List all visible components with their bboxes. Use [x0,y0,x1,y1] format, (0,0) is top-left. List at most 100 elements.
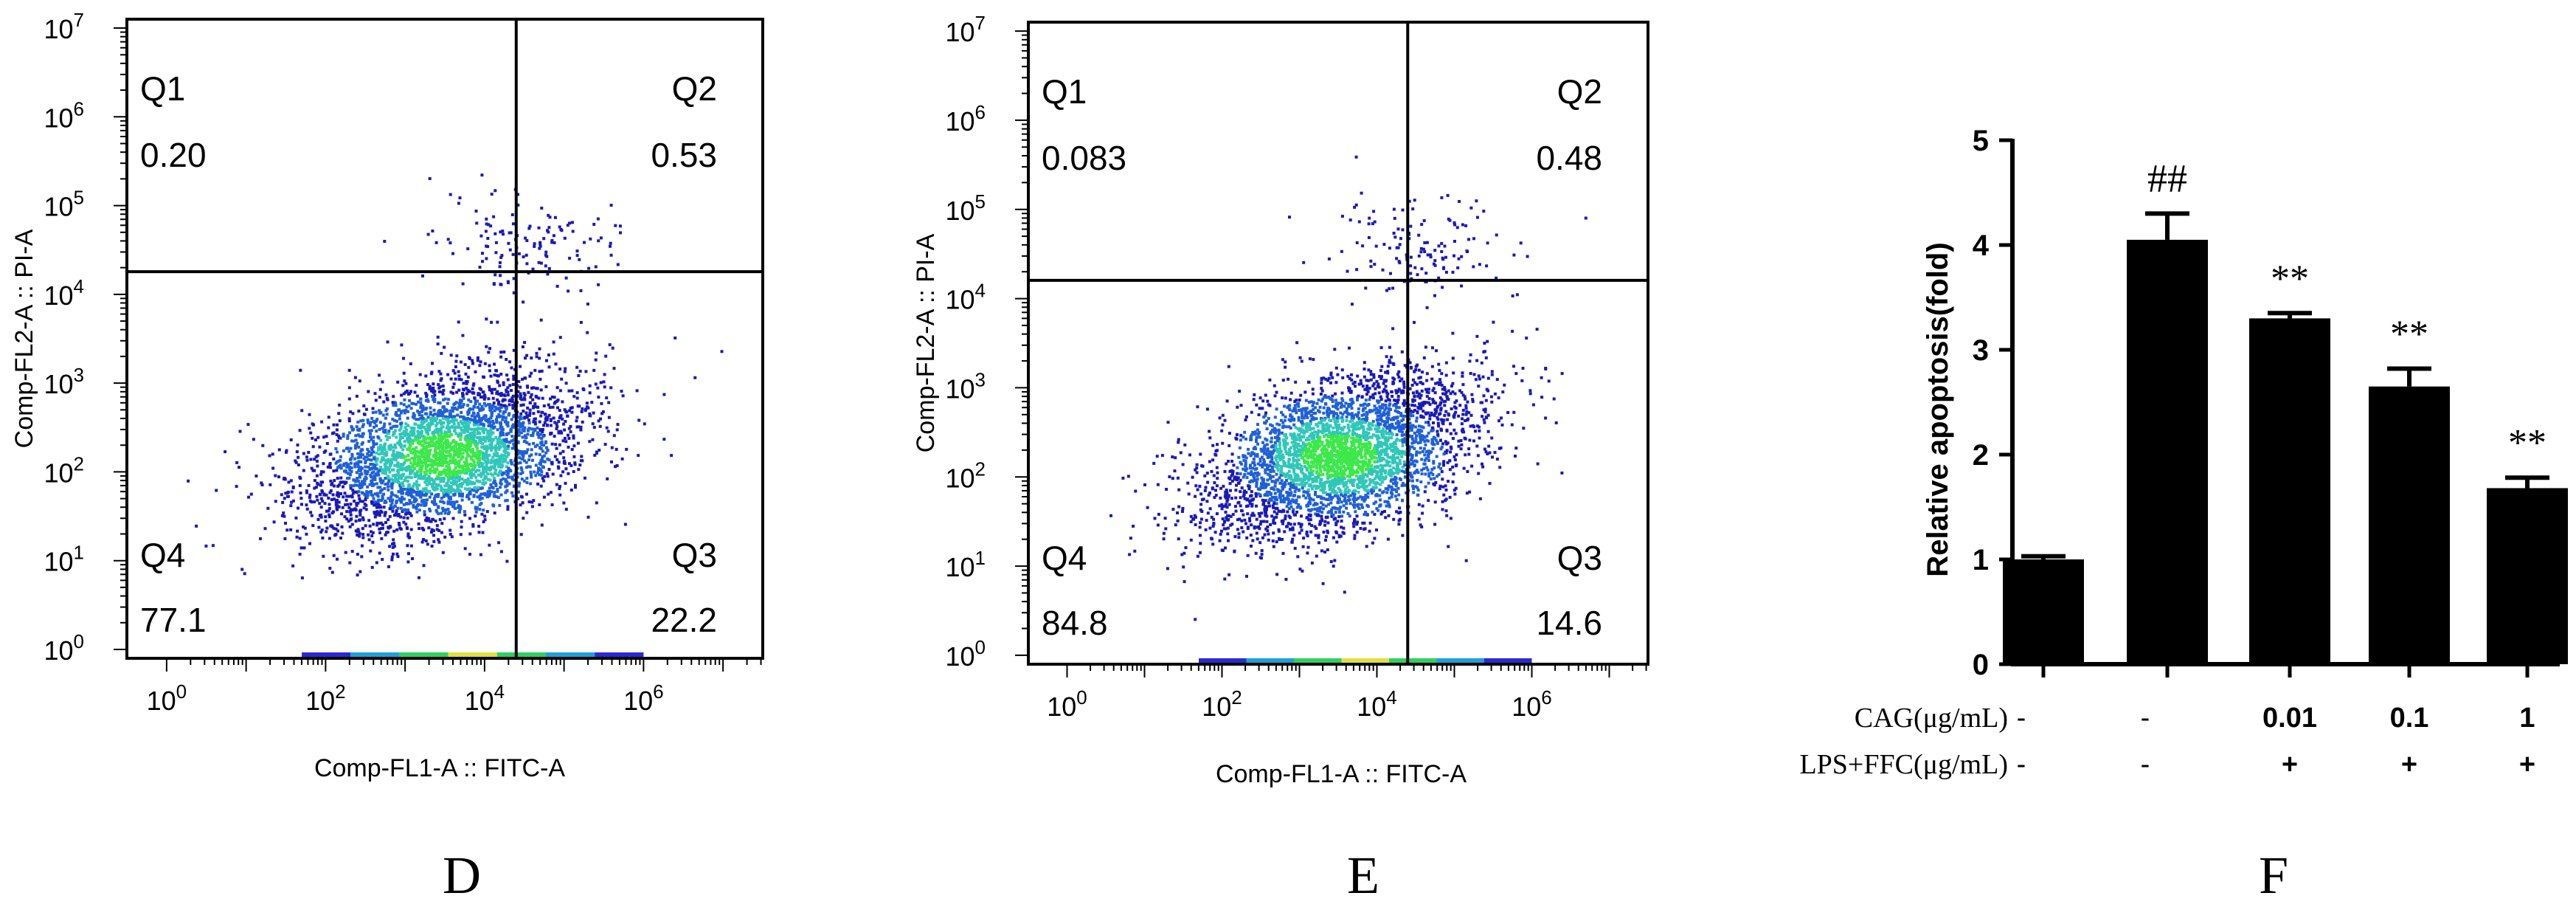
event-dot [355,394,359,398]
event-dot [1311,441,1315,444]
event-dot [541,455,544,458]
event-dot [400,343,404,347]
event-dot [396,480,400,483]
event-dot [519,431,523,435]
event-dot [506,469,510,473]
event-dot [384,428,387,432]
event-dot [399,463,403,466]
event-dot [372,441,375,445]
event-dot [361,480,364,484]
event-dot [568,256,572,260]
event-dot [1311,480,1315,483]
event-dot [441,476,445,480]
event-dot [519,415,522,418]
event-dot [463,513,467,517]
event-dot [452,418,456,421]
event-dot [587,266,591,270]
event-dot [525,239,529,242]
event-dot [502,232,505,236]
event-dot [382,425,386,428]
event-dot [541,435,545,438]
event-dot [1314,460,1318,463]
event-dot [425,469,429,473]
event-dot [490,320,494,324]
event-dot [384,472,387,475]
event-dot [502,458,506,461]
event-dot [519,404,523,407]
event-dot [381,427,384,430]
event-dot [476,461,479,464]
event-dot [446,401,449,405]
quadrant-gate [127,19,763,658]
event-dot [477,459,481,462]
event-dot [1384,475,1388,478]
event-dot [1292,508,1295,511]
event-dot [438,390,441,393]
event-dot [401,448,405,452]
x-axis-label: Comp-FL1-A :: FITC-A [314,754,565,782]
event-dot [487,446,491,450]
event-dot [403,461,406,465]
event-dot [407,552,410,556]
event-dot [543,460,547,463]
event-dot [1177,441,1180,444]
event-dot [496,373,499,377]
event-dot [418,508,421,512]
event-dot [395,528,399,531]
event-dot [392,424,395,428]
panel-label: D [443,846,481,905]
event-dot [1284,365,1287,369]
event-dot [434,445,437,449]
event-dot [434,424,438,427]
event-dot [1391,482,1395,486]
event-dot [1310,471,1314,475]
event-dot [517,428,521,432]
event-dot [590,401,594,404]
event-dot [426,383,430,386]
event-dot [496,446,499,449]
event-dot [500,473,504,477]
event-dot [488,408,492,412]
event-dot [541,449,544,453]
event-dot [609,204,613,207]
event-dot [329,466,332,469]
event-dot [1289,523,1292,526]
event-dot [432,413,435,417]
event-dot [375,561,378,565]
event-dot [524,411,528,415]
event-dot [459,435,463,438]
event-dot [432,455,435,458]
event-dot [449,241,452,245]
event-dot [1465,492,1469,495]
event-dot [345,510,349,514]
event-dot [550,503,554,506]
event-dot [475,454,479,458]
event-dot [446,484,450,487]
event-dot [431,500,434,503]
event-dot [486,492,490,495]
event-dot [379,460,383,463]
event-dot [1437,424,1441,428]
event-dot [491,431,495,435]
event-dot [322,470,325,474]
plot-frame [125,18,764,660]
event-dot [550,241,554,244]
event-dot [547,226,551,230]
event-dot [538,370,541,373]
event-dot [346,446,350,450]
event-dot [492,477,496,480]
event-dot [1336,507,1340,511]
y-tick-label: 105 [44,187,84,222]
event-dot [426,483,429,486]
event-dot [481,451,485,455]
event-dot [1284,360,1287,364]
event-dot [447,428,451,432]
event-dot [409,501,413,505]
event-dot [475,221,479,225]
event-dot [420,410,423,413]
event-dot [1203,489,1207,492]
event-dot [359,500,362,503]
event-dot [1348,489,1351,492]
event-dot [399,427,403,430]
event-dot [379,506,383,509]
